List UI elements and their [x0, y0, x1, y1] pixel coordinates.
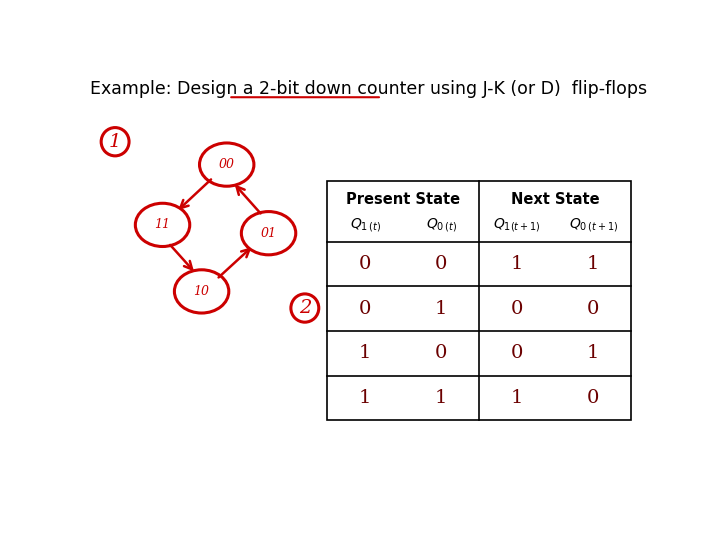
Text: $Q_{1(t+1)}$: $Q_{1(t+1)}$	[493, 215, 541, 234]
Text: Next State: Next State	[511, 192, 600, 207]
Text: 1: 1	[511, 389, 523, 407]
Text: 0: 0	[359, 255, 372, 273]
Text: 11: 11	[155, 218, 171, 231]
Text: $Q_{1\,(t)}$: $Q_{1\,(t)}$	[350, 215, 381, 234]
Text: Example: Design a 2-bit down counter using J-K (or D)  flip-flops: Example: Design a 2-bit down counter usi…	[91, 80, 647, 98]
Text: 1: 1	[587, 255, 600, 273]
Text: 0: 0	[435, 345, 447, 362]
Text: 0: 0	[587, 300, 600, 318]
Text: 0: 0	[587, 389, 600, 407]
Text: 1: 1	[587, 345, 600, 362]
Text: 0: 0	[511, 300, 523, 318]
Text: 1: 1	[359, 345, 372, 362]
Bar	[327, 181, 631, 420]
Text: 0: 0	[511, 345, 523, 362]
Text: Present State: Present State	[346, 192, 460, 207]
Text: 0: 0	[359, 300, 372, 318]
Text: 1: 1	[511, 255, 523, 273]
Text: 01: 01	[261, 227, 276, 240]
Text: $Q_{0\,(t+1)}$: $Q_{0\,(t+1)}$	[569, 215, 618, 234]
Text: 10: 10	[194, 285, 210, 298]
Text: 0: 0	[435, 255, 447, 273]
Text: 00: 00	[219, 158, 235, 171]
Text: 1: 1	[359, 389, 372, 407]
Text: 1: 1	[435, 389, 447, 407]
Text: 1: 1	[435, 300, 447, 318]
Text: $Q_{0\,(t)}$: $Q_{0\,(t)}$	[426, 215, 456, 234]
Text: 2: 2	[299, 299, 311, 317]
Text: 1: 1	[109, 133, 121, 151]
